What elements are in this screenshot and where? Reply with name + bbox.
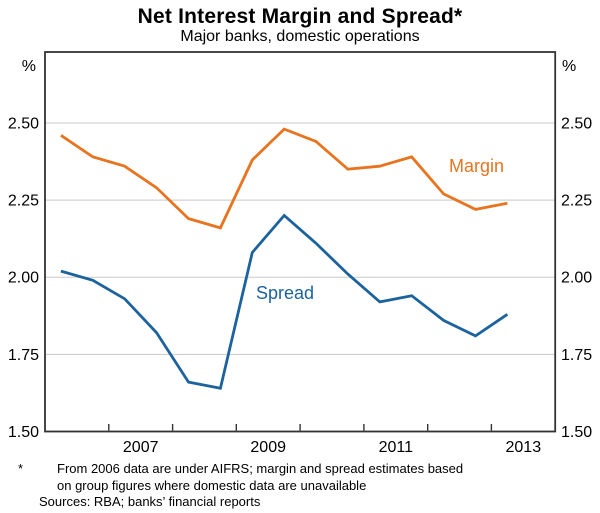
footnote-text: From 2006 data are under AIFRS; margin a…	[57, 461, 584, 494]
y-axis-label-left: 1.50	[8, 424, 39, 441]
x-axis-label: 2009	[250, 439, 286, 456]
y-axis-label-left: 1.75	[8, 347, 39, 364]
footnote-asterisk: *	[18, 461, 24, 476]
y-axis-label-right: 2.50	[561, 116, 592, 133]
footnote-line2: on group figures where domestic data are…	[57, 477, 367, 493]
y-axis-label-left: 2.00	[8, 270, 39, 287]
y-axis-label-left: 2.25	[8, 193, 39, 210]
chart-title: Net Interest Margin and Spread*	[137, 5, 463, 28]
y-axis-label-right: 2.00	[561, 270, 592, 287]
plot-frame	[44, 51, 557, 433]
y-axis-unit-left: %	[21, 58, 36, 75]
margin-series-label: Margin	[449, 156, 505, 176]
footnote-line1: From 2006 data are under AIFRS; margin a…	[57, 461, 464, 476]
footnote: * From 2006 data are under AIFRS; margin…	[18, 461, 584, 511]
x-axis-label: 2011	[379, 439, 414, 456]
y-axis-label-right: 1.50	[561, 424, 592, 441]
y-axis-label-right: 1.75	[561, 347, 592, 364]
y-axis-label-right: 2.25	[561, 193, 592, 210]
x-axis-label: 2013	[506, 439, 542, 456]
y-axis-label-left: 2.50	[8, 116, 39, 133]
spread-series-label: Spread	[256, 283, 315, 303]
chart-subtitle: Major banks, domestic operations	[180, 28, 420, 45]
margin-line	[60, 127, 508, 230]
spread-line	[60, 213, 509, 390]
y-axis-unit-right: %	[562, 58, 577, 75]
sources-line: Sources: RBA; banks’ financial reports	[39, 494, 261, 509]
x-axis-label: 2007	[123, 439, 159, 456]
